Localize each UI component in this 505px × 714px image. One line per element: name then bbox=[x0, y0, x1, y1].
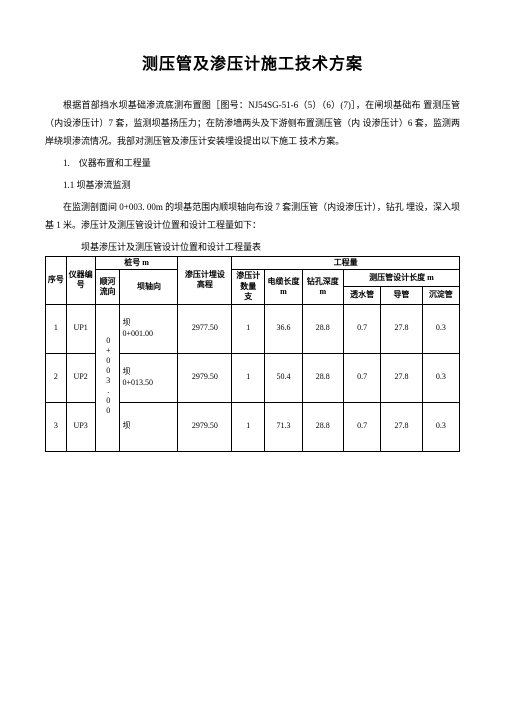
paragraph-1: 根据首部挡水坝基础渗流底测布置图［图号：NJ54SG-51-6（5）（6）(7)… bbox=[45, 96, 460, 150]
cell: 36.6 bbox=[265, 304, 302, 353]
section-1: 1. 仪器布置和工程量 bbox=[45, 154, 460, 172]
cell-merged-flow: 0+003.00 bbox=[95, 304, 120, 451]
cell: 2979.50 bbox=[178, 353, 232, 402]
cell: 28.8 bbox=[302, 402, 343, 451]
paragraph-2: 在监测剖面间 0+003. 00m 的坝基范围内顺坝轴向布设 7 套测压管（内设… bbox=[45, 198, 460, 234]
cell: UP2 bbox=[66, 353, 95, 402]
cell: 0.7 bbox=[344, 304, 381, 353]
th-guide-pipe: 导管 bbox=[381, 287, 422, 304]
th-seq: 序号 bbox=[46, 257, 67, 305]
cell: 27.8 bbox=[381, 402, 422, 451]
th-sed-pipe: 沉淀管 bbox=[422, 287, 459, 304]
cell: 坝 bbox=[120, 402, 178, 451]
cell: 50.4 bbox=[265, 353, 302, 402]
doc-title: 测压管及渗压计施工技术方案 bbox=[45, 50, 460, 74]
cell: 1 bbox=[46, 304, 67, 353]
cell: 0.3 bbox=[422, 304, 459, 353]
design-table: 序号 仪器编号 桩号 m 渗压计埋设高程 工程量 顺河流向 坝轴向 渗压计数量支… bbox=[45, 256, 460, 452]
cell: 3 bbox=[46, 402, 67, 451]
cell: 1 bbox=[232, 304, 265, 353]
table-caption: 坝基渗压计及测压管设计位置和设计工程量表 bbox=[45, 240, 460, 253]
cell: 28.8 bbox=[302, 353, 343, 402]
th-qty: 工程量 bbox=[232, 257, 460, 270]
th-pipe-len: 测压管设计长度 m bbox=[344, 270, 460, 287]
th-sensor-count: 渗压计数量支 bbox=[232, 270, 265, 304]
th-drill-depth: 钻孔深度 m bbox=[302, 270, 343, 304]
cell: 1 bbox=[232, 402, 265, 451]
cell: 2977.50 bbox=[178, 304, 232, 353]
cell: 27.8 bbox=[381, 304, 422, 353]
th-depth: 渗压计埋设高程 bbox=[178, 257, 232, 305]
cell: 0.7 bbox=[344, 353, 381, 402]
cell: 28.8 bbox=[302, 304, 343, 353]
cell: 1 bbox=[232, 353, 265, 402]
th-id: 仪器编号 bbox=[66, 257, 95, 305]
th-perm-pipe: 透水管 bbox=[344, 287, 381, 304]
cell: 0.3 bbox=[422, 353, 459, 402]
th-cable-len: 电缆长度m bbox=[265, 270, 302, 304]
cell: 坝0+001.00 bbox=[120, 304, 178, 353]
th-pile: 桩号 m bbox=[95, 257, 178, 270]
th-axis: 坝轴向 bbox=[120, 270, 178, 304]
cell: UP3 bbox=[66, 402, 95, 451]
cell: 坝0+013.50 bbox=[120, 353, 178, 402]
th-flow: 顺河流向 bbox=[95, 270, 120, 304]
cell: 2979.50 bbox=[178, 402, 232, 451]
section-1-1: 1.1 坝基渗流监测 bbox=[45, 176, 460, 194]
cell: 71.3 bbox=[265, 402, 302, 451]
cell: UP1 bbox=[66, 304, 95, 353]
cell: 2 bbox=[46, 353, 67, 402]
cell: 27.8 bbox=[381, 353, 422, 402]
cell: 0.7 bbox=[344, 402, 381, 451]
cell: 0.3 bbox=[422, 402, 459, 451]
